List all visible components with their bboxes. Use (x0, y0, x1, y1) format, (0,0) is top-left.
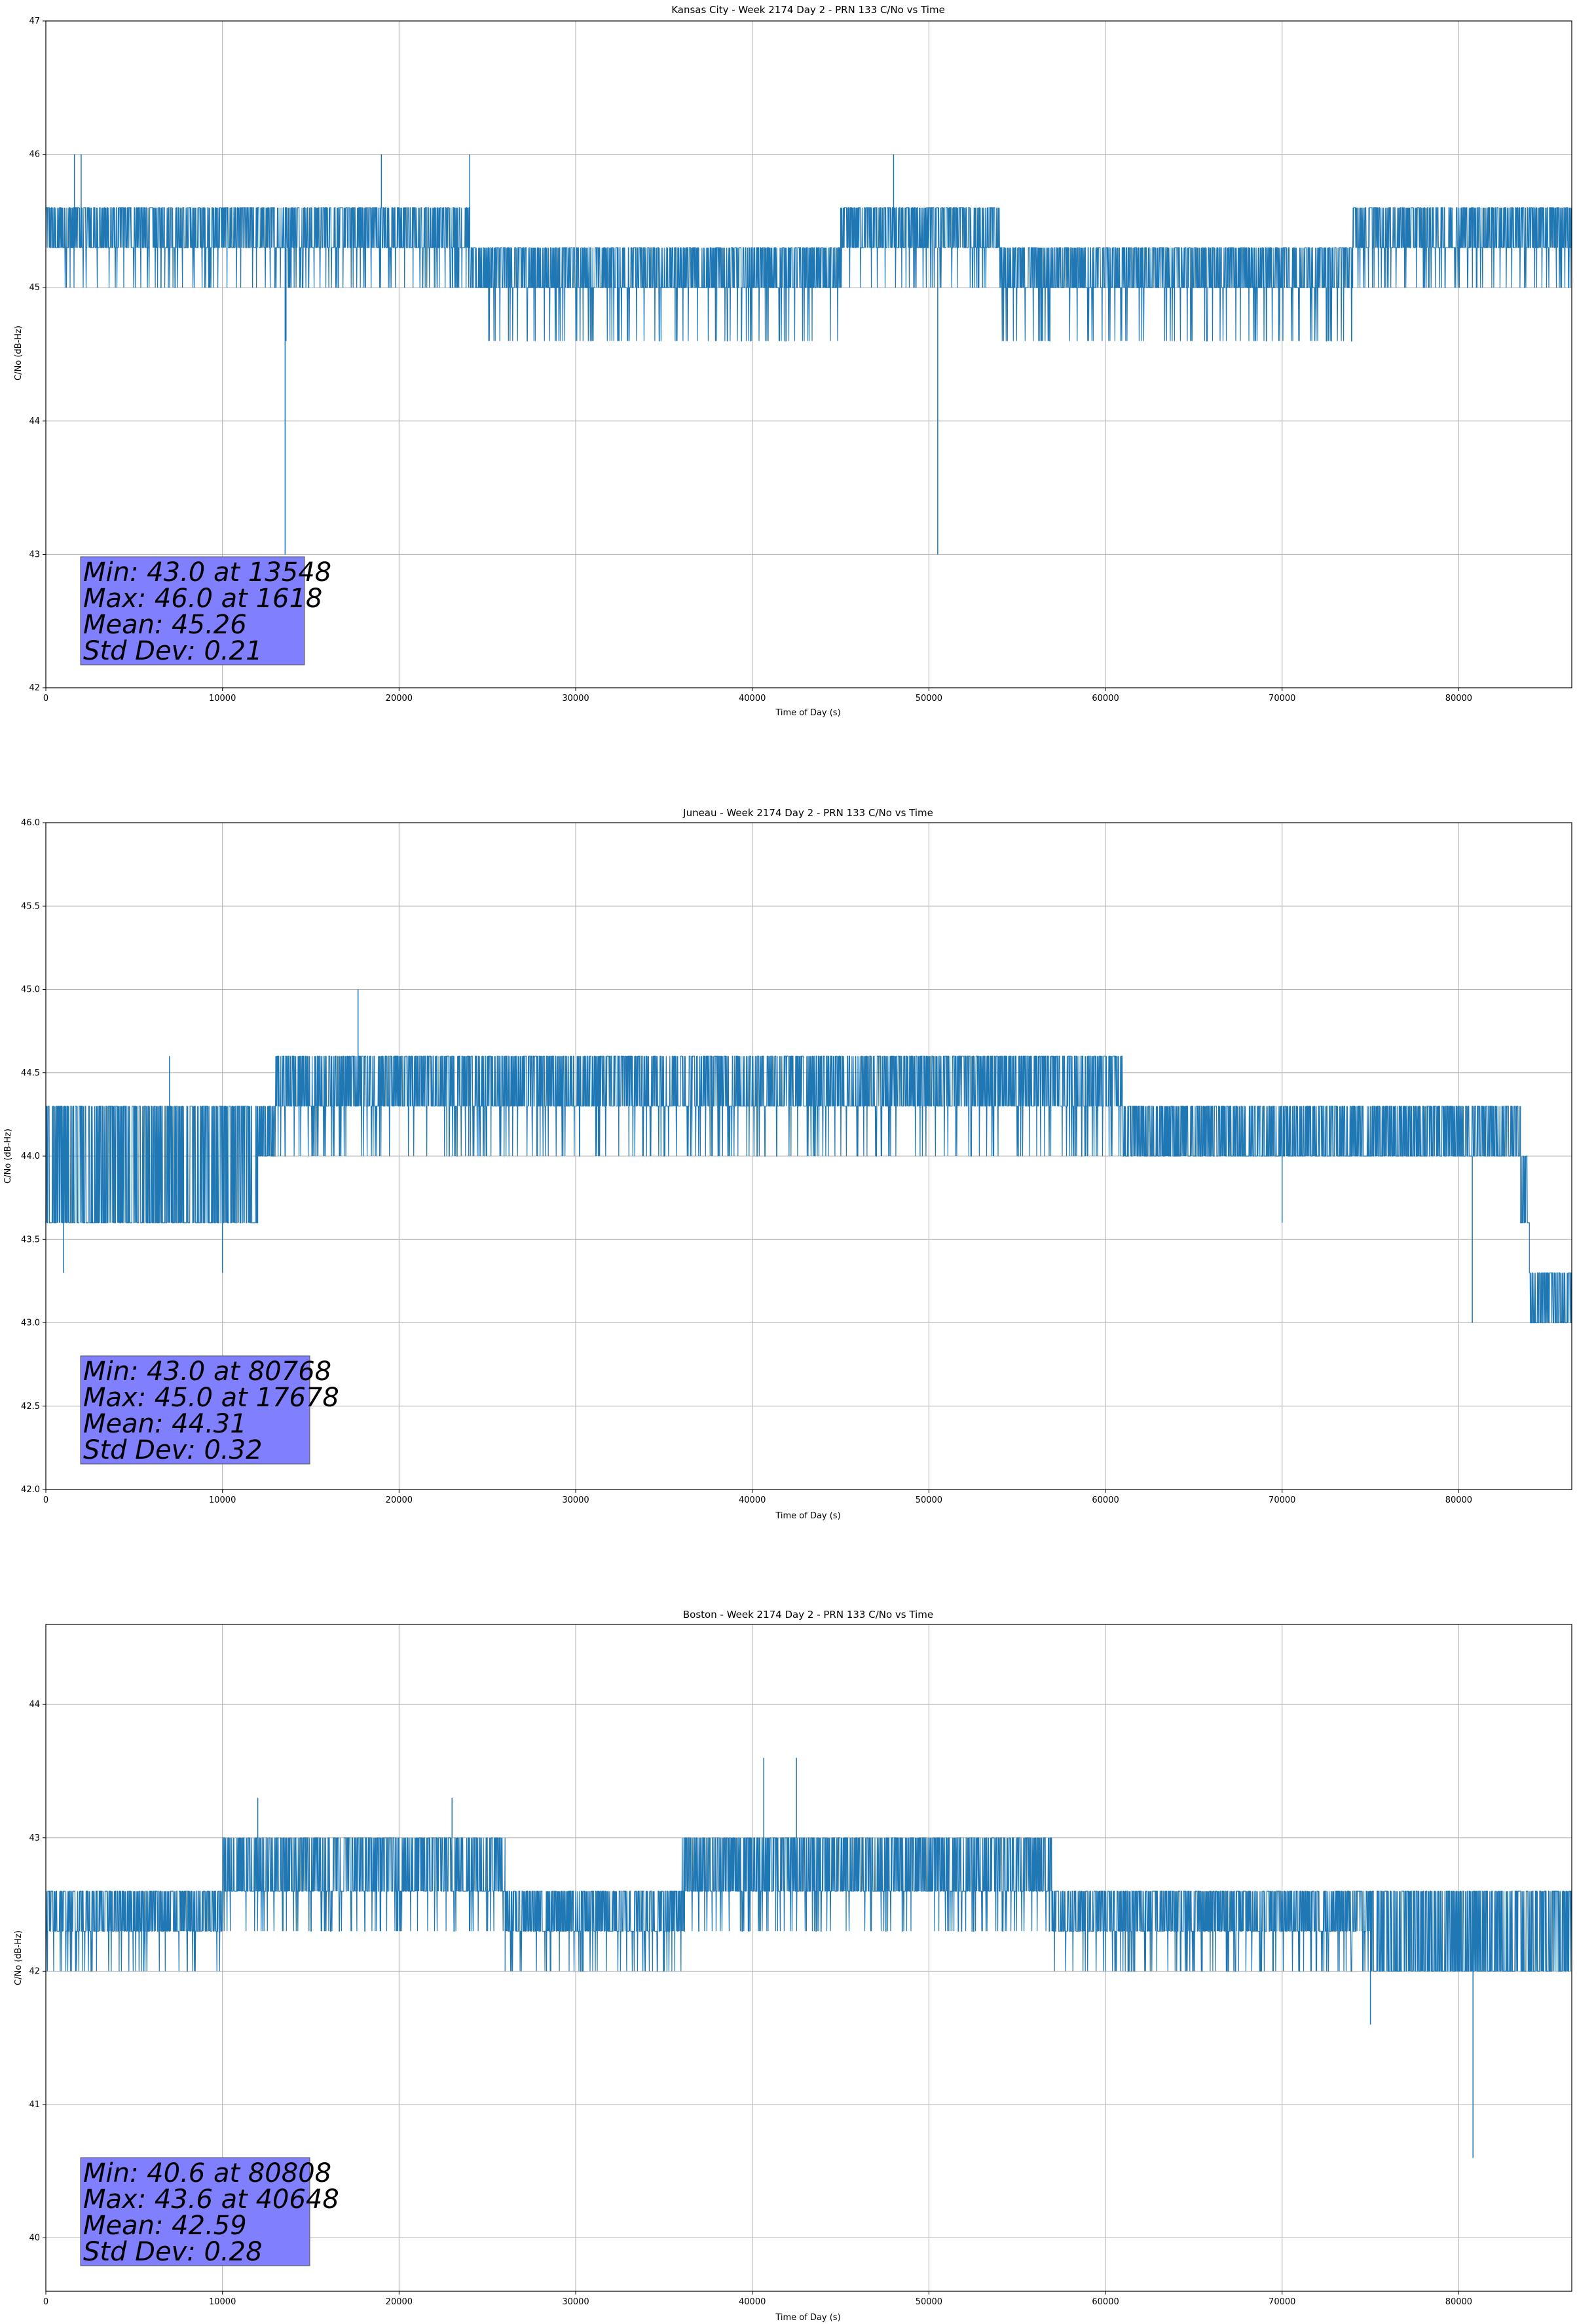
x-tick-label: 80000 (1445, 1495, 1472, 1505)
x-axis-label: Time of Day (s) (775, 2313, 840, 2323)
y-tick-label: 43.0 (21, 1319, 40, 1328)
x-tick-label: 0 (43, 694, 48, 703)
y-tick-label: 44 (29, 417, 40, 426)
stats-box: Min: 40.6 at 80808 Max: 43.6 at 40648 Me… (80, 2157, 339, 2267)
stat-max: Max: 46.0 at 1618 (83, 584, 322, 614)
stat-mean: Mean: 44.31 (83, 1409, 247, 1439)
y-tick-label: 42.5 (21, 1402, 40, 1412)
cno-series-line (45, 1837, 1572, 1972)
y-tick-label: 41 (29, 2100, 40, 2110)
x-tick-label: 30000 (562, 2297, 589, 2307)
y-axis-label: C/No (dB-Hz) (3, 1129, 13, 1184)
stat-max: Max: 45.0 at 17678 (83, 1383, 339, 1413)
y-tick-label: 45 (29, 283, 40, 293)
chart-kansas-city: Kansas City - Week 2174 Day 2 - PRN 133 … (14, 4, 1572, 718)
x-tick-label: 30000 (562, 1495, 589, 1505)
x-tick-label: 0 (43, 1495, 48, 1505)
plot-area (45, 20, 1572, 688)
x-tick-label: 10000 (209, 2297, 236, 2307)
stat-min: Min: 40.6 at 80808 (83, 2158, 331, 2188)
x-tick-label: 10000 (209, 694, 236, 703)
x-tick-label: 40000 (739, 2297, 766, 2307)
x-axis-label: Time of Day (s) (775, 1511, 840, 1521)
chart-title: Juneau - Week 2174 Day 2 - PRN 133 C/No … (682, 807, 933, 819)
x-tick-label: 80000 (1445, 694, 1472, 703)
x-axis-label: Time of Day (s) (775, 708, 840, 718)
x-tick-label: 20000 (386, 1495, 413, 1505)
y-tick-label: 45.5 (21, 901, 40, 911)
plot-area (45, 822, 1572, 1490)
y-tick-label: 45.0 (21, 985, 40, 995)
chart-title: Boston - Week 2174 Day 2 - PRN 133 C/No … (683, 1609, 933, 1621)
y-axis-label: C/No (dB-Hz) (14, 326, 24, 381)
y-tick-label: 42 (29, 1966, 40, 1976)
y-tick-label: 47 (29, 16, 40, 26)
chart-boston: Boston - Week 2174 Day 2 - PRN 133 C/No … (14, 1609, 1572, 2323)
x-tick-label: 80000 (1445, 2297, 1472, 2307)
plot-area (45, 1624, 1572, 2292)
y-tick-label: 42.0 (21, 1485, 40, 1495)
x-tick-label: 20000 (386, 2297, 413, 2307)
stat-min: Min: 43.0 at 13548 (83, 557, 331, 588)
x-tick-label: 20000 (386, 694, 413, 703)
stats-box: Min: 43.0 at 13548 Max: 46.0 at 1618 Mea… (80, 556, 331, 666)
chart-title: Kansas City - Week 2174 Day 2 - PRN 133 … (671, 4, 945, 16)
stat-mean: Mean: 42.59 (83, 2211, 247, 2241)
x-tick-label: 50000 (916, 1495, 942, 1505)
x-tick-label: 30000 (562, 694, 589, 703)
y-tick-label: 40 (29, 2234, 40, 2243)
y-tick-label: 46 (29, 150, 40, 160)
x-tick-label: 60000 (1092, 2297, 1119, 2307)
x-tick-label: 70000 (1269, 2297, 1295, 2307)
stat-max: Max: 43.6 at 40648 (83, 2184, 339, 2215)
x-tick-label: 60000 (1092, 694, 1119, 703)
stat-std-dev: Std Dev: 0.28 (83, 2237, 263, 2267)
y-tick-label: 44.0 (21, 1152, 40, 1161)
y-tick-label: 43 (29, 1833, 40, 1843)
stat-min: Min: 43.0 at 80768 (83, 1357, 331, 1387)
y-tick-label: 42 (29, 683, 40, 693)
x-tick-label: 40000 (739, 694, 766, 703)
x-tick-label: 60000 (1092, 1495, 1119, 1505)
stats-box: Min: 43.0 at 80768 Max: 45.0 at 17678 Me… (80, 1355, 339, 1465)
y-axis-label: C/No (dB-Hz) (14, 1930, 24, 1985)
x-tick-label: 70000 (1269, 694, 1295, 703)
y-tick-label: 43.5 (21, 1235, 40, 1245)
y-tick-label: 46.0 (21, 818, 40, 828)
y-tick-label: 44.5 (21, 1068, 40, 1078)
x-tick-label: 0 (43, 2297, 48, 2307)
x-tick-label: 10000 (209, 1495, 236, 1505)
chart-juneau: Juneau - Week 2174 Day 2 - PRN 133 C/No … (3, 807, 1572, 1521)
cno-series-line (45, 207, 1572, 342)
stat-std-dev: Std Dev: 0.32 (83, 1435, 263, 1465)
stat-mean: Mean: 45.26 (83, 610, 247, 640)
x-tick-label: 40000 (739, 1495, 766, 1505)
x-tick-label: 50000 (916, 2297, 942, 2307)
x-tick-label: 70000 (1269, 1495, 1295, 1505)
x-tick-label: 50000 (916, 694, 942, 703)
y-tick-label: 43 (29, 550, 40, 559)
cno-series-line (45, 1055, 1572, 1324)
stat-std-dev: Std Dev: 0.21 (83, 636, 263, 666)
y-tick-label: 44 (29, 1700, 40, 1710)
